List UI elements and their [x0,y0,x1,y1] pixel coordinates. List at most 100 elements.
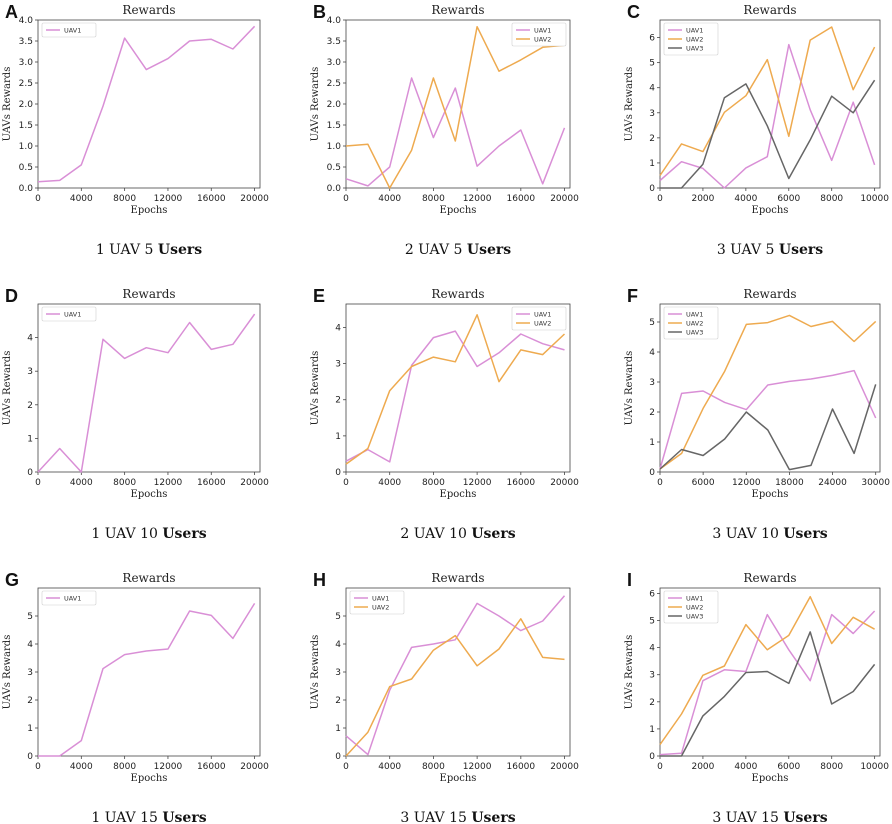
x-tick-label: 4000 [378,762,401,772]
x-tick-label: 12000 [732,478,761,488]
x-tick-label: 20000 [550,762,579,772]
legend-box [349,590,405,615]
y-tick-label: 4 [27,640,33,650]
plot-frame [659,19,881,189]
legend-box [511,22,567,47]
y-axis-label: UAVs Rewards [624,67,635,142]
series-line-uav1 [345,77,566,187]
y-tick-label: 1 [27,724,33,734]
x-tick-label: 16000 [197,194,226,204]
x-tick-label: 0 [657,478,663,488]
plot-frame [37,587,261,757]
panel-letter: D [5,286,18,306]
caption-config: 3 UAV 15 [712,810,783,824]
panel-caption: 1 UAV 15 Users [91,810,206,824]
series-line-uav2 [345,618,565,757]
y-tick-label: 0.0 [19,184,34,194]
y-tick-label: 4 [649,84,655,94]
series-line-uav3 [660,79,876,189]
chart-title: Rewards [743,571,796,585]
caption-config: 2 UAV 10 [400,526,471,542]
chart-panel-g: G Rewards 0 1 2 3 4 5 0 4000 8000 12000 16000 20000 Ep… [2,570,269,824]
y-axis-label: UAVs Rewards [2,67,13,142]
x-tick-label: 8000 [820,762,843,772]
y-tick-label: 2.5 [19,79,33,89]
series-line-uav1 [345,330,565,463]
y-tick-label: 1.5 [327,121,341,131]
legend: UAV1 [41,22,97,38]
caption-config: 1 UAV 5 [96,242,158,258]
x-tick-label: 16000 [197,762,226,772]
y-tick-label: 0.5 [19,163,33,173]
x-tick-label: 10000 [860,762,889,772]
legend-box [511,306,567,331]
panel-caption: 2 UAV 5 Users [405,242,511,258]
y-tick-label: 0 [335,468,341,478]
chart-title: Rewards [743,287,796,301]
x-tick-label: 4000 [734,762,757,772]
legend-label: UAV1 [64,594,81,602]
panel-caption: 3 UAV 10 Users [712,526,827,542]
legend-label: UAV3 [686,612,703,620]
legend-label: UAV2 [686,603,703,611]
series-line-uav1 [38,603,256,757]
y-tick-label: 2 [649,698,655,708]
chart-panel-c: C Rewards 0 1 2 3 4 5 6 0 2000 4000 6000 8000 10000 Epo… [624,2,889,258]
x-tick-label: 30000 [861,478,890,488]
x-tick-label: 8000 [422,762,445,772]
plot-frame [37,303,261,473]
y-axis-label: UAVs Rewards [2,635,13,710]
x-tick-label: 12000 [154,194,183,204]
panel-letter: H [313,570,326,590]
x-tick-label: 8000 [422,194,445,204]
x-tick-label: 24000 [818,478,847,488]
y-axis-label: UAVs Rewards [624,351,635,426]
x-axis-label: Epochs [440,773,477,784]
panel-letter: A [5,2,18,22]
chart-title: Rewards [431,3,484,17]
legend: UAV1 [41,590,97,606]
chart-title: Rewards [743,3,796,17]
legend-label: UAV2 [372,603,389,611]
x-tick-label: 0 [657,194,663,204]
legend-label: UAV1 [64,26,81,34]
y-tick-label: 5 [649,318,655,328]
y-tick-label: 0 [27,468,33,478]
x-tick-label: 4000 [378,194,401,204]
chart-title: Rewards [431,287,484,301]
y-tick-label: 0 [27,752,33,762]
y-tick-label: 6 [649,34,655,44]
x-tick-label: 6000 [777,762,800,772]
series-line-uav1 [659,369,877,470]
y-tick-label: 5 [649,59,655,69]
x-tick-label: 0 [35,762,41,772]
legend-label: UAV1 [686,310,703,318]
caption-users: Users [471,526,515,542]
y-tick-label: 0.0 [327,184,342,194]
x-tick-label: 0 [35,194,41,204]
series-line-uav2 [659,595,875,746]
panel-letter: G [5,570,19,590]
x-tick-label: 20000 [240,762,269,772]
panel-caption: 1 UAV 5 Users [96,242,202,258]
caption-config: 2 UAV 5 [405,242,467,258]
legend-label: UAV2 [534,35,551,43]
y-tick-label: 0.5 [327,163,341,173]
chart-title: Rewards [122,3,175,17]
y-tick-label: 2 [335,696,341,706]
y-tick-label: 5 [27,612,33,622]
chart-panel-h: H Rewards 0 1 2 3 4 5 0 4000 8000 12000 16000 20000 Ep… [310,570,579,824]
legend-label: UAV3 [686,44,703,52]
x-axis-label: Epochs [752,205,789,216]
y-tick-label: 3.0 [19,58,34,68]
series-line-uav1 [345,595,566,756]
y-tick-label: 1 [649,725,655,735]
y-tick-label: 0 [335,752,341,762]
y-tick-label: 3.5 [19,37,33,47]
plot-frame [659,303,881,473]
x-axis-label: Epochs [131,773,168,784]
legend-label: UAV2 [686,319,703,327]
panel-caption: 3 UAV 15 Users [400,810,515,824]
